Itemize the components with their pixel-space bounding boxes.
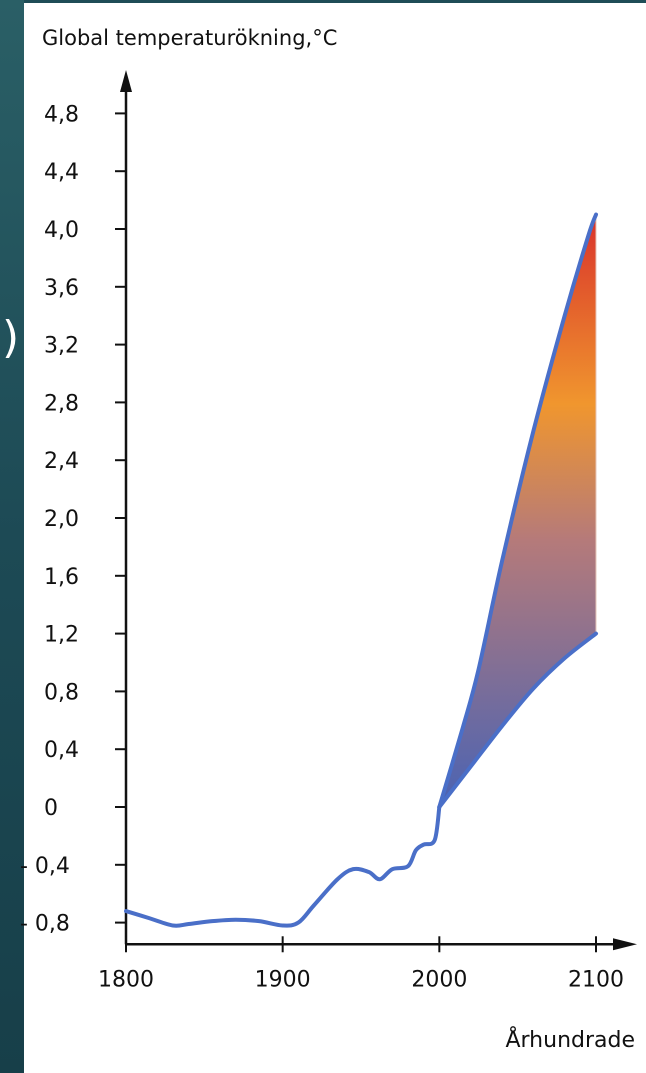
- series-line-historical: [124, 805, 442, 928]
- y-tick-label: 0: [44, 796, 58, 821]
- series-line-lower: [437, 631, 598, 809]
- y-tick-label: - 0,8: [20, 912, 70, 937]
- y-tick-label: 2,0: [44, 507, 79, 532]
- y-tick-label: - 0,4: [20, 854, 70, 879]
- series-line-upper: [437, 212, 598, 809]
- x-axis-label: Århundrade: [505, 1026, 635, 1053]
- y-tick-label: 3,2: [44, 334, 79, 359]
- x-axis-arrow: [613, 938, 637, 951]
- y-axis-ticks: 4,8 4,4 4,0 3,6 3,2 2,8 2,4 2,0 1,6 1,2 0,8 0,4 0 - 0…: [20, 102, 126, 937]
- y-tick-label: 1,2: [44, 623, 79, 648]
- y-tick-label: 4,4: [44, 160, 79, 185]
- y-tick-label: 0,4: [44, 738, 79, 763]
- y-tick-label: 4,8: [44, 102, 79, 127]
- y-tick-label: 2,4: [44, 449, 79, 474]
- slide-background: [0, 0, 24, 1073]
- chart-title: Global temperaturökning,°C: [42, 26, 337, 50]
- panel-top-edge: [24, 0, 646, 3]
- y-tick-label: 1,6: [44, 565, 79, 590]
- x-tick-label: 2100: [568, 967, 624, 992]
- y-axis-arrow: [120, 70, 132, 92]
- y-tick-label: 0,8: [44, 680, 79, 705]
- projection-band: [439, 214, 596, 808]
- y-tick-label: 4,0: [44, 218, 79, 243]
- y-tick-label: 2,8: [44, 391, 79, 416]
- y-tick-label: 3,6: [44, 276, 79, 301]
- series-lines: [124, 212, 598, 928]
- x-tick-label: 2000: [411, 967, 467, 992]
- slide-text-fragment: ): [2, 312, 20, 363]
- x-tick-label: 1800: [98, 967, 154, 992]
- x-axis-ticks: 1800 1900 2000 2100: [98, 936, 624, 992]
- x-tick-label: 1900: [255, 967, 311, 992]
